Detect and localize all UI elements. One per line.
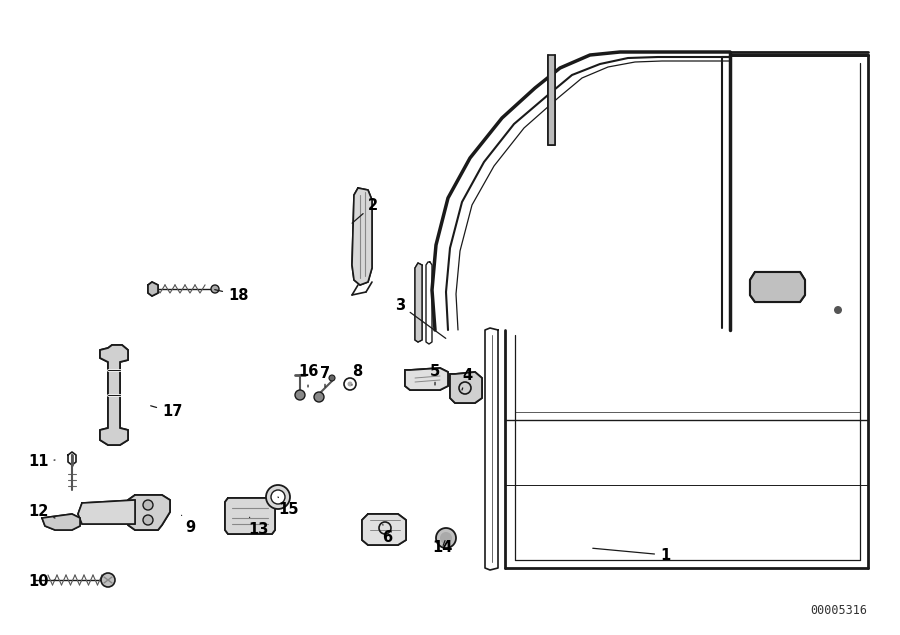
Text: 4: 4: [462, 368, 472, 390]
Polygon shape: [415, 263, 422, 342]
Text: 9: 9: [182, 516, 195, 535]
Bar: [548, 55, 555, 145]
Text: 7: 7: [320, 366, 330, 387]
Text: 17: 17: [150, 404, 183, 420]
Polygon shape: [352, 188, 372, 285]
Polygon shape: [362, 514, 406, 545]
Text: 11: 11: [28, 455, 55, 469]
Polygon shape: [42, 514, 80, 530]
Circle shape: [266, 485, 290, 509]
Polygon shape: [148, 282, 158, 296]
Text: 6: 6: [382, 525, 392, 545]
Circle shape: [436, 528, 456, 548]
Circle shape: [440, 532, 452, 544]
Polygon shape: [100, 345, 128, 445]
Circle shape: [211, 285, 219, 293]
Text: 14: 14: [432, 540, 453, 556]
Text: 8: 8: [352, 364, 362, 385]
Text: 00005316: 00005316: [810, 603, 867, 617]
Circle shape: [314, 392, 324, 402]
Circle shape: [143, 515, 153, 525]
Circle shape: [834, 306, 842, 314]
Circle shape: [143, 500, 153, 510]
Text: 16: 16: [298, 364, 319, 387]
Circle shape: [101, 573, 115, 587]
Text: 10: 10: [28, 575, 55, 589]
Text: 12: 12: [28, 504, 55, 519]
Circle shape: [271, 490, 285, 504]
Circle shape: [295, 390, 305, 400]
Polygon shape: [78, 500, 135, 524]
Text: 3: 3: [395, 298, 446, 338]
Circle shape: [347, 382, 353, 387]
Polygon shape: [225, 498, 275, 534]
Text: 5: 5: [430, 364, 440, 385]
Text: 15: 15: [278, 497, 299, 518]
Text: 13: 13: [248, 518, 268, 537]
Text: 2: 2: [352, 197, 378, 223]
Circle shape: [329, 375, 335, 381]
Polygon shape: [450, 372, 482, 403]
Text: 1: 1: [593, 547, 670, 563]
Polygon shape: [405, 368, 448, 390]
Polygon shape: [750, 272, 805, 302]
Text: 18: 18: [215, 288, 248, 302]
Polygon shape: [128, 495, 170, 530]
